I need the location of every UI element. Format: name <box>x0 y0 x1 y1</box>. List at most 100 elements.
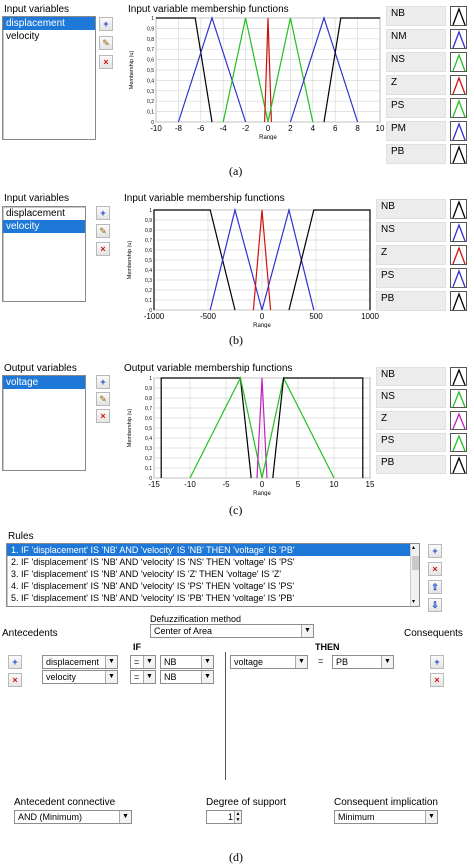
move-rule-down-button[interactable]: ⇩ <box>428 598 442 612</box>
pencil-icon: ✎ <box>102 38 110 48</box>
antecedent-variable-select[interactable]: velocity ▼ <box>42 670 118 684</box>
mf-item[interactable]: PS <box>386 98 472 118</box>
y-tick-label: 0,2 <box>147 99 154 105</box>
antecedent-operator-select[interactable]: = ▼ <box>130 655 156 669</box>
rule-item[interactable]: 3. IF 'displacement' IS 'NB' AND 'veloci… <box>11 569 282 579</box>
mf-curve-ns <box>189 376 263 479</box>
variable-list-c[interactable]: voltage <box>2 375 86 471</box>
move-rule-up-button[interactable]: ⇧ <box>428 580 442 594</box>
list-item[interactable]: voltage <box>3 376 85 389</box>
rule-item[interactable]: 2. IF 'displacement' IS 'NB' AND 'veloci… <box>11 557 295 567</box>
antecedent-mf-select[interactable]: NB ▼ <box>160 670 214 684</box>
rule-item[interactable]: 4. IF 'displacement' IS 'NB' AND 'veloci… <box>11 581 295 591</box>
y-tick-label: 0,7 <box>147 47 154 53</box>
triangle-mf-icon <box>450 389 467 408</box>
mf-item[interactable]: NS <box>376 222 472 242</box>
scroll-up-arrow-icon[interactable]: ▴ <box>412 545 416 551</box>
delete-variable-button[interactable]: × <box>96 409 110 423</box>
rule-item[interactable]: 5. IF 'displacement' IS 'NB' AND 'veloci… <box>11 593 295 603</box>
mf-curve-pb <box>272 377 364 479</box>
delete-antecedent-button[interactable]: × <box>8 673 22 687</box>
consequent-implication-select[interactable]: Minimum ▼ <box>334 810 438 824</box>
delete-consequent-button[interactable]: × <box>430 673 444 687</box>
defuzzification-select[interactable]: Center of Area ▼ <box>150 624 314 638</box>
x-axis-label: Range <box>253 491 271 496</box>
consequent-variable-select[interactable]: voltage ▼ <box>230 655 308 669</box>
antecedent-mf-select[interactable]: NB ▼ <box>160 655 214 669</box>
y-tick-label: 0,2 <box>145 288 152 294</box>
variable-list-a[interactable]: displacement velocity <box>2 16 96 140</box>
mf-curve-ns <box>209 207 263 311</box>
list-item[interactable]: displacement <box>6 208 65 219</box>
edit-variable-button[interactable]: ✎ <box>99 36 113 50</box>
edit-variable-button[interactable]: ✎ <box>96 392 110 406</box>
consequents-label: Consequents <box>404 628 463 639</box>
delete-variable-button[interactable]: × <box>96 242 110 256</box>
mf-item[interactable]: NS <box>386 52 472 72</box>
list-item[interactable]: displacement <box>3 17 95 30</box>
x-tick-label: 1000 <box>361 312 379 321</box>
mf-item[interactable]: PB <box>376 455 472 474</box>
x-tick-label: -10 <box>150 124 162 133</box>
antecedent-connective-select[interactable]: AND (Minimum) ▼ <box>14 810 132 824</box>
chevron-down-icon: ▼ <box>143 656 155 668</box>
antecedent-operator-value: = <box>134 657 140 667</box>
list-item[interactable]: velocity <box>6 31 40 42</box>
antecedent-variable-select[interactable]: displacement ▼ <box>42 655 118 669</box>
x-tick-label: -4 <box>220 124 228 133</box>
chevron-down-icon: ▼ <box>105 671 117 683</box>
triangle-mf-icon <box>450 268 467 288</box>
rule-item[interactable]: 1. IF 'displacement' IS 'NB' AND 'veloci… <box>7 544 419 556</box>
add-variable-button[interactable]: + <box>96 206 110 220</box>
scroll-thumb[interactable] <box>412 556 419 570</box>
if-label: IF <box>133 642 141 652</box>
mf-item[interactable]: Z <box>376 245 472 265</box>
add-variable-button[interactable]: + <box>99 17 113 31</box>
triangle-mf-icon <box>450 6 467 26</box>
mf-name: PM <box>386 121 446 141</box>
add-consequent-button[interactable]: + <box>430 655 444 669</box>
consequent-mf-select[interactable]: PB ▼ <box>332 655 394 669</box>
y-tick-label: 1 <box>149 376 152 382</box>
add-rule-button[interactable]: + <box>428 544 442 558</box>
variable-list-b[interactable]: displacement velocity <box>2 206 86 302</box>
mf-item[interactable]: NS <box>376 389 472 408</box>
rules-scrollbar[interactable]: ▴ ▾ <box>410 544 419 606</box>
mf-item[interactable]: PS <box>376 268 472 288</box>
mf-item[interactable]: NB <box>376 367 472 386</box>
y-tick-label: 0,1 <box>145 298 152 304</box>
mf-name: PS <box>376 268 446 288</box>
spinner-arrows-icon[interactable]: ▲ ▼ <box>234 811 241 823</box>
degree-of-support-input[interactable]: 1 ▲ ▼ <box>206 810 242 824</box>
x-tick-label: 6 <box>333 124 338 133</box>
mf-item[interactable]: NB <box>376 199 472 219</box>
x-tick-label: 5 <box>296 480 301 489</box>
mf-item[interactable]: NB <box>386 6 472 26</box>
x-axis-label: Range <box>259 135 277 140</box>
mf-item[interactable]: PB <box>376 291 472 311</box>
mf-item[interactable]: PM <box>386 121 472 141</box>
antecedent-operator-value: = <box>134 672 140 682</box>
x-tick-label: 10 <box>376 124 385 133</box>
degree-of-support-label: Degree of support <box>206 797 287 808</box>
mf-item[interactable]: Z <box>376 411 472 430</box>
edit-variable-button[interactable]: ✎ <box>96 224 110 238</box>
mf-item[interactable]: NM <box>386 29 472 49</box>
rules-list[interactable]: 1. IF 'displacement' IS 'NB' AND 'veloci… <box>6 543 420 607</box>
mf-name: NS <box>386 52 446 72</box>
add-antecedent-button[interactable]: + <box>8 655 22 669</box>
mf-item[interactable]: PB <box>386 144 472 164</box>
consequent-operator: = <box>318 656 324 666</box>
antecedent-operator-select[interactable]: = ▼ <box>130 670 156 684</box>
mf-curve-z <box>252 209 272 311</box>
mf-item[interactable]: PS <box>376 433 472 452</box>
scroll-down-arrow-icon[interactable]: ▾ <box>412 599 416 605</box>
add-variable-button[interactable]: + <box>96 375 110 389</box>
mf-curve-nb <box>156 17 213 123</box>
mf-name: PS <box>386 98 446 118</box>
list-item[interactable]: velocity <box>3 220 85 233</box>
mf-item[interactable]: Z <box>386 75 472 95</box>
caption-d: (d) <box>229 850 243 864</box>
delete-rule-button[interactable]: × <box>428 562 442 576</box>
delete-variable-button[interactable]: × <box>99 55 113 69</box>
